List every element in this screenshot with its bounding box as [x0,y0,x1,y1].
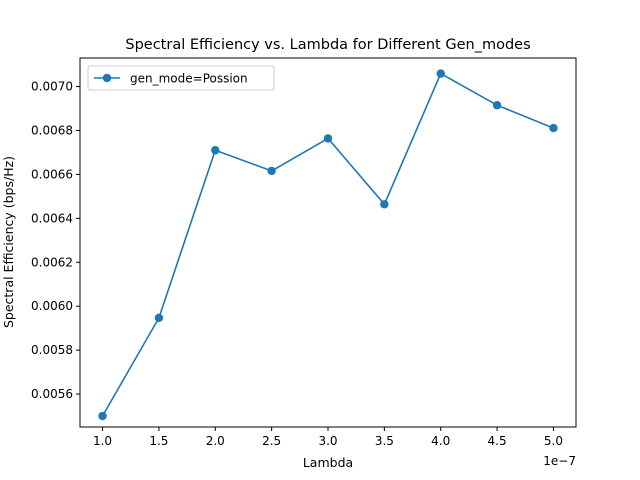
legend-box [87,65,275,91]
x-tick-label: 3.5 [375,434,394,448]
y-tick-label: 0.0068 [31,123,73,137]
axes-frame [79,57,577,428]
y-tick-label: 0.0058 [31,343,73,357]
chart-title: Spectral Efficiency vs. Lambda for Diffe… [125,37,530,53]
y-tick-label: 0.0060 [31,299,73,313]
legend-label: gen_mode=Possion [130,72,248,86]
data-point [549,123,558,133]
y-tick-label: 0.0056 [31,387,73,401]
x-tick-label: 1.5 [149,434,168,448]
y-axis-label: Spectral Efficiency (bps/Hz) [1,156,16,328]
data-point [380,200,389,209]
data-point [267,166,276,176]
plot-area: 1.0 1.5 2.0 2.5 3.0 3.5 4.0 4.5 5.0 0.0056 0.0058 0… [31,57,577,448]
y-tick-label: 0.0070 [31,80,73,94]
y-tick-label: 0.0064 [31,211,73,225]
x-tick-label: 3.0 [318,434,337,448]
x-tick-label: 1.0 [93,434,112,448]
y-tick-label: 0.0066 [31,167,73,181]
data-point [154,313,164,323]
legend-marker [102,73,112,83]
x-axis-label: Lambda [303,455,353,470]
y-tick-label: 0.0062 [31,255,73,269]
x-tick-label: 4.5 [488,434,507,448]
x-axis-offset-text: 1e−7 [543,454,576,468]
x-tick-label: 5.0 [544,434,563,448]
x-tick-label: 2.0 [206,434,225,448]
data-point [323,134,333,143]
data-point [436,69,445,78]
data-point [211,146,220,155]
data-point [98,411,107,421]
x-tick-label: 2.5 [262,434,281,448]
legend: gen_mode=Possion [87,65,275,91]
x-tick-label: 4.0 [431,434,450,448]
data-point [492,101,502,110]
